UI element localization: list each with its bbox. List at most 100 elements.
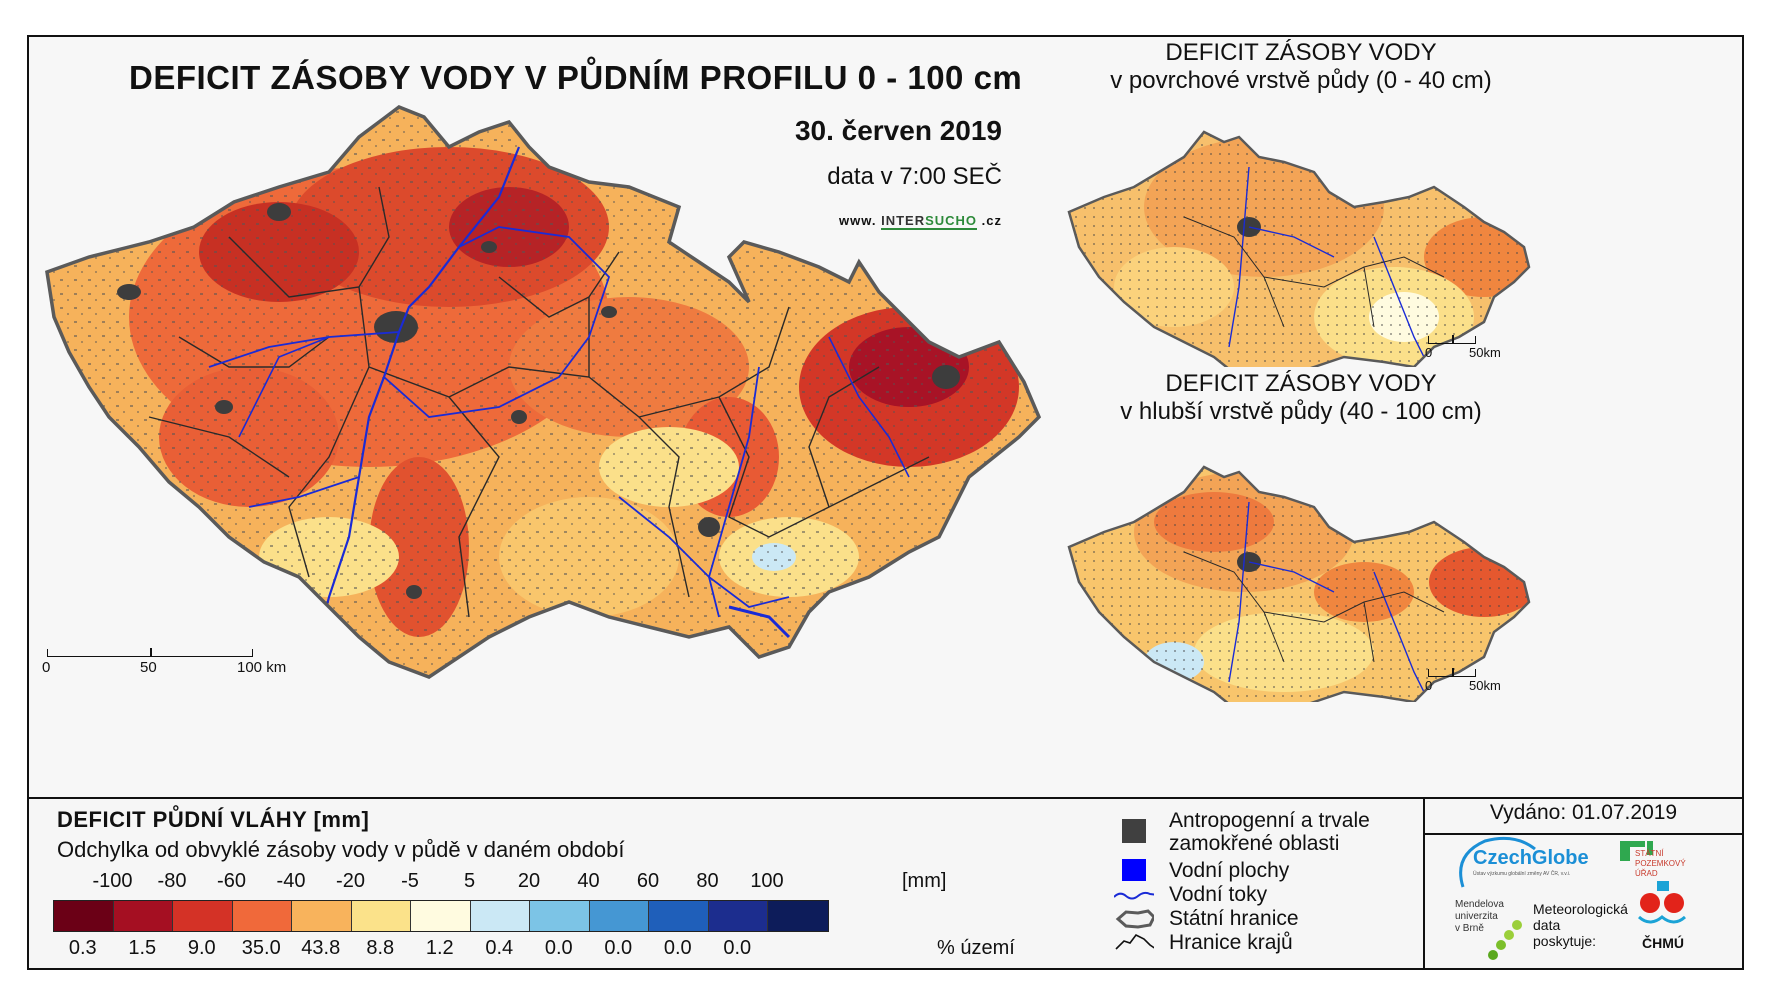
legend-percentage: 0.0 <box>544 937 573 959</box>
legend-percentage: 43.8 <box>301 937 341 959</box>
website-prefix: www. <box>839 213 877 228</box>
legend-tick: -60 <box>217 870 246 892</box>
state-border-label: Státní hranice <box>1169 907 1299 930</box>
website-suffix: .cz <box>981 213 1003 228</box>
czechglobe-logo: CzechGlobe <box>1473 847 1589 869</box>
legend-tick: 40 <box>577 870 600 892</box>
inset-top-title: DEFICIT ZÁSOBY VODY v povrchové vrstvě p… <box>1110 39 1492 94</box>
symbol-anthropogenic: Antropogenní a trvale zamokřené oblasti <box>1114 809 1414 855</box>
legend-percentage: 1.2 <box>425 937 454 959</box>
legend-percentage: 35.0 <box>241 937 281 959</box>
legend-tick: -20 <box>336 870 365 892</box>
main-map <box>45 105 1042 679</box>
legend-title: DEFICIT PŮDNÍ VLÁHY [mm] <box>57 807 370 832</box>
issued-date: Vydáno: 01.07.2019 <box>1489 801 1678 824</box>
legend-tick: 5 <box>463 870 476 892</box>
inset-top-scale-0: 0 <box>1425 345 1433 360</box>
inset-top-scale-50: 50km <box>1469 345 1501 360</box>
legend-bin <box>470 901 530 931</box>
rivers-label: Vodní toky <box>1169 883 1268 906</box>
spu-logo-line2: POZEMKOVÝ <box>1635 859 1686 868</box>
legend-tick: -80 <box>157 870 187 892</box>
state-border-icon <box>1115 909 1154 929</box>
meteo-data-line3: poskytuje: <box>1533 933 1597 949</box>
legend-tick: 60 <box>636 870 660 892</box>
website-brand: INTERSUCHO <box>881 213 978 230</box>
legend-tick: 100 <box>750 870 784 892</box>
river-line-icon <box>1114 891 1154 900</box>
logos-panel: CzechGlobe Ústav výzkumu globální změny … <box>1425 835 1742 968</box>
legend-percentage: 8.8 <box>366 937 395 959</box>
legend-bin <box>589 901 649 931</box>
anthropogenic-label-2: zamokřené oblasti <box>1169 832 1340 855</box>
inset-bottom-map <box>1067 465 1531 702</box>
main-scale-label-100: 100 km <box>237 659 287 676</box>
main-scale-label-0: 0 <box>42 659 51 676</box>
legend-bin <box>768 901 828 931</box>
water-label: Vodní plochy <box>1169 859 1290 882</box>
inset-top-map <box>1067 130 1531 367</box>
inset-top-scale-bar <box>1428 335 1476 344</box>
divider <box>29 797 1742 799</box>
spu-logo-line3: ÚŘAD <box>1635 869 1658 878</box>
inset-bottom-scale-50: 50km <box>1469 678 1501 693</box>
legend-bin <box>411 901 471 931</box>
legend-bin <box>173 901 233 931</box>
main-scale-label-50: 50 <box>140 659 157 676</box>
legend-bin <box>708 901 768 931</box>
legend-tick: -5 <box>401 870 419 892</box>
spu-logo-line1: STÁTNÍ <box>1635 849 1664 858</box>
mendel-logo-line1: Mendelova <box>1455 899 1504 910</box>
meteo-data-line1: Meteorologická <box>1533 901 1628 917</box>
mendel-logo-line3: v Brně <box>1455 923 1484 934</box>
legend-bin <box>649 901 709 931</box>
map-date: 30. červen 2019 <box>794 115 1002 146</box>
legend-bin <box>292 901 352 931</box>
meteo-data-line2: data <box>1533 917 1561 933</box>
legend-percentage: 9.0 <box>187 937 216 959</box>
symbol-region-border: Hranice krajů <box>1114 931 1414 954</box>
website-link[interactable]: www. INTERSUCHO .cz <box>839 213 1003 230</box>
czechglobe-subtitle: Ústav výzkumu globální změny AV ČR, v.v.… <box>1473 871 1571 877</box>
legend-percentage: 0.4 <box>485 937 514 959</box>
legend-color-bins <box>53 900 829 932</box>
logos-graphics <box>1459 836 1687 960</box>
main-scale-bar <box>47 648 253 657</box>
legend-subtitle: Odchylka od obvyklé zásoby vody v půdě v… <box>57 837 625 862</box>
divider <box>1423 797 1425 968</box>
legend-percentage: 0.3 <box>68 937 97 959</box>
region-border-icon <box>1115 933 1154 950</box>
inset-bottom-scale-bar <box>1428 668 1476 677</box>
legend-tick: 20 <box>517 870 541 892</box>
inset-bottom-title: DEFICIT ZÁSOBY VODY v hlubší vrstvě půdy… <box>1120 370 1482 425</box>
symbol-rivers: Vodní toky <box>1114 883 1414 906</box>
legend-percent-label: % území <box>937 937 1015 959</box>
legend-bin <box>232 901 292 931</box>
legend-percentage: 1.5 <box>128 937 157 959</box>
data-time: data v 7:00 SEČ <box>827 163 1002 190</box>
legend-bin <box>351 901 411 931</box>
symbol-water-bodies: Vodní plochy <box>1114 859 1414 882</box>
chmu-logo: ČHMÚ <box>1642 935 1684 951</box>
legend-percentage: 0.0 <box>723 937 752 959</box>
legend-bin <box>113 901 173 931</box>
water-swatch <box>1122 859 1146 881</box>
divider <box>1423 833 1742 835</box>
legend-percentage: 0.0 <box>663 937 692 959</box>
legend-bin <box>530 901 590 931</box>
map-area: DEFICIT ZÁSOBY VODY V PŮDNÍM PROFILU 0 -… <box>29 37 1742 797</box>
legend-bin <box>54 901 114 931</box>
legend-tick: -100 <box>92 870 133 892</box>
mendel-logo-line2: univerzita <box>1455 911 1498 922</box>
inset-bottom-scale-0: 0 <box>1425 678 1433 693</box>
legend-tick: 80 <box>696 870 719 892</box>
anthropogenic-swatch <box>1122 819 1146 843</box>
map-title: DEFICIT ZÁSOBY VODY V PŮDNÍM PROFILU 0 -… <box>129 59 1023 96</box>
region-border-label: Hranice krajů <box>1169 931 1293 954</box>
symbol-state-border: Státní hranice <box>1114 907 1414 930</box>
legend-tick: -40 <box>276 870 306 892</box>
anthropogenic-label-1: Antropogenní a trvale <box>1169 809 1370 832</box>
legend-unit: [mm] <box>902 870 947 892</box>
map-frame: DEFICIT ZÁSOBY VODY V PŮDNÍM PROFILU 0 -… <box>27 35 1744 970</box>
legend-percentage: 0.0 <box>604 937 633 959</box>
